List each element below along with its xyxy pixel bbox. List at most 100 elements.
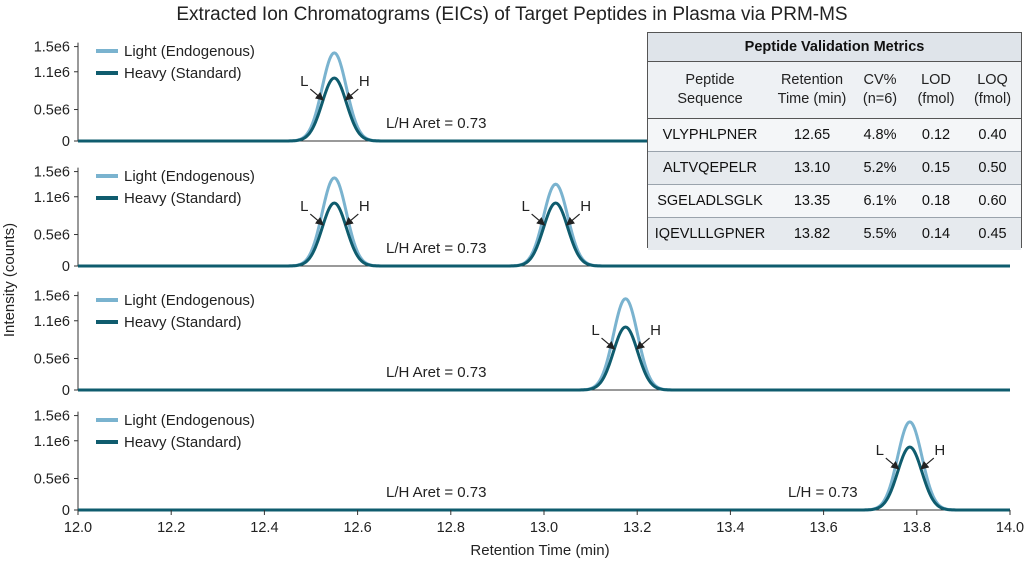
validation-metrics-table: Peptide Validation Metrics Peptide Seque… xyxy=(647,32,1022,250)
peak-arrow-heavy xyxy=(344,88,359,101)
series-heavy-line xyxy=(77,325,1011,392)
y-tick-label: 1.5e6 xyxy=(34,289,70,305)
table-row: SGELADLSGLK 13.35 6.1% 0.18 0.60 xyxy=(648,184,1021,218)
x-tick-label: 12.0 xyxy=(64,520,92,536)
x-tick-label: 13.6 xyxy=(809,520,837,536)
cell-retention: 13.35 xyxy=(772,184,852,218)
y-tick-label: 1.5e6 xyxy=(34,165,70,181)
legend-label-light: Light (Endogenous) xyxy=(124,168,255,185)
x-tick-label: 12.6 xyxy=(343,520,371,536)
cell-lod: 0.12 xyxy=(908,118,964,152)
legend-label-heavy: Heavy (Standard) xyxy=(124,434,242,451)
ratio-annotation: L/H Aret = 0.73 xyxy=(386,115,486,132)
cell-lod: 0.15 xyxy=(908,151,964,185)
x-tick-label: 12.2 xyxy=(157,520,185,536)
y-tick-label: 1.1e6 xyxy=(34,190,70,206)
x-tick-label: 14.0 xyxy=(996,520,1024,536)
col-header-loq: LOQ (fmol) xyxy=(964,62,1021,119)
x-tick-label: 13.4 xyxy=(716,520,744,536)
col-header-retention: Retention Time (min) xyxy=(772,62,852,119)
series-light-line xyxy=(77,297,1011,392)
peak-label-light: L xyxy=(591,322,599,339)
y-tick-label: 0.5e6 xyxy=(34,228,70,244)
x-axis-label: Retention Time (min) xyxy=(470,542,609,559)
x-tick-label: 13.0 xyxy=(530,520,558,536)
col-header-lod: LOD (fmol) xyxy=(908,62,964,119)
y-tick-label: 1.1e6 xyxy=(34,65,70,81)
cell-cv: 4.8% xyxy=(852,118,908,152)
peak-label-heavy: H xyxy=(580,198,591,215)
cell-retention: 13.82 xyxy=(772,217,852,250)
cell-cv: 5.5% xyxy=(852,217,908,250)
y-tick-label: 1.1e6 xyxy=(34,434,70,450)
cell-loq: 0.40 xyxy=(964,118,1021,152)
cell-peptide: SGELADLSGLK xyxy=(648,184,772,218)
peak-arrow-heavy xyxy=(566,213,581,226)
peak-label-light: L xyxy=(876,442,884,459)
peak-arrow-heavy xyxy=(920,457,935,470)
peak-arrow-light xyxy=(531,213,546,226)
peak-arrow-light xyxy=(309,213,324,226)
y-tick-label: 1.5e6 xyxy=(34,40,70,56)
y-tick-label: 0 xyxy=(62,503,70,519)
series-heavy-line xyxy=(77,201,1011,268)
cell-cv: 6.1% xyxy=(852,184,908,218)
ratio-annotation: L/H Aret = 0.73 xyxy=(386,364,486,381)
ratio-annotation: L/H Aret = 0.73 xyxy=(386,240,486,257)
y-tick-label: 0.5e6 xyxy=(34,352,70,368)
peak-label-light: L xyxy=(300,198,308,215)
y-tick-label: 0 xyxy=(62,383,70,399)
y-tick-label: 1.1e6 xyxy=(34,314,70,330)
table-row: VLYPHLPNER 12.65 4.8% 0.12 0.40 xyxy=(648,118,1021,152)
cell-retention: 12.65 xyxy=(772,118,852,152)
table-header-row: Peptide Sequence Retention Time (min) CV… xyxy=(648,62,1021,119)
chart-title: Extracted Ion Chromatograms (EICs) of Ta… xyxy=(176,4,847,25)
y-tick-label: 0 xyxy=(62,259,70,275)
table-title: Peptide Validation Metrics xyxy=(648,33,1021,62)
cell-retention: 13.10 xyxy=(772,151,852,185)
cell-loq: 0.50 xyxy=(964,151,1021,185)
cell-peptide: ALTVQEPELR xyxy=(648,151,772,185)
x-tick-label: 12.4 xyxy=(250,520,278,536)
legend-label-heavy: Heavy (Standard) xyxy=(124,314,242,331)
ratio-annotation: L/H Aret = 0.73 xyxy=(386,484,486,501)
col-header-cv: CV% (n=6) xyxy=(852,62,908,119)
legend-label-light: Light (Endogenous) xyxy=(124,412,255,429)
cell-loq: 0.45 xyxy=(964,217,1021,250)
series-heavy-line xyxy=(77,445,1011,512)
ratio-annotation-secondary: L/H = 0.73 xyxy=(788,484,858,501)
table-row: ALTVQEPELR 13.10 5.2% 0.15 0.50 xyxy=(648,151,1021,185)
y-tick-label: 0 xyxy=(62,134,70,150)
y-tick-label: 0.5e6 xyxy=(34,472,70,488)
y-tick-label: 1.5e6 xyxy=(34,409,70,425)
x-tick-label: 12.8 xyxy=(437,520,465,536)
peak-arrow-light xyxy=(309,88,324,101)
cell-peptide: IQEVLLLGPNER xyxy=(648,217,772,250)
col-header-peptide: Peptide Sequence xyxy=(648,62,772,119)
peak-arrow-light xyxy=(601,337,616,350)
y-tick-label: 0.5e6 xyxy=(34,103,70,119)
cell-cv: 5.2% xyxy=(852,151,908,185)
peak-label-heavy: H xyxy=(359,198,370,215)
peak-label-heavy: H xyxy=(650,322,661,339)
legend-label-light: Light (Endogenous) xyxy=(124,292,255,309)
peak-label-light: L xyxy=(521,198,529,215)
cell-lod: 0.14 xyxy=(908,217,964,250)
peak-label-heavy: H xyxy=(359,73,370,90)
peak-arrow-heavy xyxy=(344,213,359,226)
y-axis-label: Intensity (counts) xyxy=(1,223,18,337)
x-tick-label: 13.8 xyxy=(903,520,931,536)
peak-label-heavy: H xyxy=(934,442,945,459)
legend-label-heavy: Heavy (Standard) xyxy=(124,65,242,82)
legend-label-heavy: Heavy (Standard) xyxy=(124,190,242,207)
cell-lod: 0.18 xyxy=(908,184,964,218)
peak-arrow-heavy xyxy=(635,337,650,350)
legend-label-light: Light (Endogenous) xyxy=(124,43,255,60)
table-row: IQEVLLLGPNER 13.82 5.5% 0.14 0.45 xyxy=(648,217,1021,250)
x-tick-label: 13.2 xyxy=(623,520,651,536)
metrics-grid: Peptide Sequence Retention Time (min) CV… xyxy=(648,62,1021,250)
peak-arrow-light xyxy=(885,457,900,470)
peak-label-light: L xyxy=(300,73,308,90)
